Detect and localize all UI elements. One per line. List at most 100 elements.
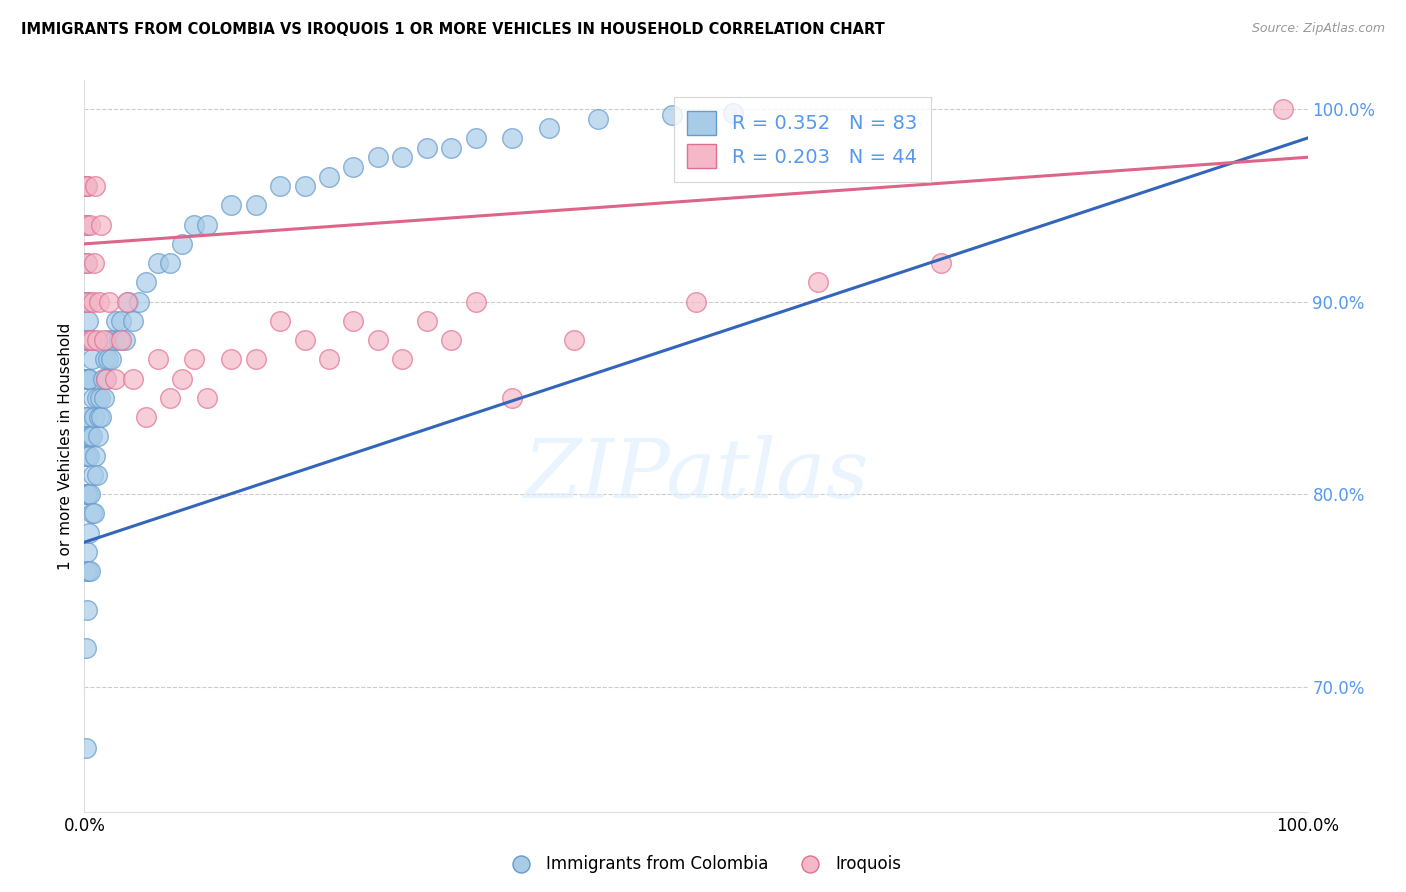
Text: ZIPatlas: ZIPatlas — [523, 435, 869, 516]
Point — [464, 131, 486, 145]
Point — [76, 487, 98, 501]
Point — [77, 487, 100, 501]
Point — [77, 333, 100, 347]
Point — [172, 371, 194, 385]
Point — [91, 371, 114, 385]
Point — [83, 256, 105, 270]
Point — [83, 507, 105, 521]
Point — [75, 179, 97, 194]
Point — [172, 236, 194, 251]
Point — [538, 121, 561, 136]
Point — [269, 179, 291, 194]
Point — [342, 314, 364, 328]
Point — [76, 602, 98, 616]
Point — [84, 179, 107, 194]
Point — [219, 198, 242, 212]
Point — [79, 487, 101, 501]
Point — [391, 150, 413, 164]
Point — [77, 525, 100, 540]
Point — [146, 256, 169, 270]
Point — [105, 314, 128, 328]
Point — [75, 371, 97, 385]
Point — [87, 294, 110, 309]
Point — [84, 449, 107, 463]
Point — [195, 218, 218, 232]
Point — [104, 371, 127, 385]
Point — [76, 179, 98, 194]
Point — [79, 564, 101, 578]
Point — [245, 352, 267, 367]
Point — [79, 333, 101, 347]
Point — [77, 449, 100, 463]
Point — [75, 741, 97, 756]
Point — [342, 160, 364, 174]
Point — [464, 294, 486, 309]
Point — [76, 333, 98, 347]
Point — [79, 218, 101, 232]
Point — [75, 410, 97, 425]
Legend: Immigrants from Colombia, Iroquois: Immigrants from Colombia, Iroquois — [498, 848, 908, 880]
Point — [183, 218, 205, 232]
Point — [86, 333, 108, 347]
Point — [77, 564, 100, 578]
Point — [685, 294, 707, 309]
Point — [97, 333, 120, 347]
Point — [83, 410, 105, 425]
Point — [77, 371, 100, 385]
Point — [269, 314, 291, 328]
Point — [76, 294, 98, 309]
Point — [183, 352, 205, 367]
Point — [94, 352, 117, 367]
Point — [114, 333, 136, 347]
Point — [75, 449, 97, 463]
Point — [318, 352, 340, 367]
Point — [90, 410, 112, 425]
Point — [135, 410, 157, 425]
Point — [391, 352, 413, 367]
Point — [75, 294, 97, 309]
Point — [75, 218, 97, 232]
Point — [159, 256, 181, 270]
Point — [219, 352, 242, 367]
Point — [294, 179, 316, 194]
Point — [661, 108, 683, 122]
Point — [122, 314, 145, 328]
Point — [76, 179, 98, 194]
Point — [86, 467, 108, 482]
Text: Source: ZipAtlas.com: Source: ZipAtlas.com — [1251, 22, 1385, 36]
Point — [100, 352, 122, 367]
Y-axis label: 1 or more Vehicles in Household: 1 or more Vehicles in Household — [58, 322, 73, 570]
Point — [416, 141, 439, 155]
Point — [75, 218, 97, 232]
Point — [195, 391, 218, 405]
Point — [122, 371, 145, 385]
Point — [110, 314, 132, 328]
Point — [76, 256, 98, 270]
Point — [80, 429, 103, 443]
Point — [562, 333, 585, 347]
Point — [416, 314, 439, 328]
Point — [367, 333, 389, 347]
Point — [929, 256, 952, 270]
Point — [87, 410, 110, 425]
Point — [86, 391, 108, 405]
Point — [318, 169, 340, 184]
Point — [77, 314, 100, 328]
Point — [117, 294, 139, 309]
Point — [107, 333, 129, 347]
Point — [97, 352, 120, 367]
Point — [77, 429, 100, 443]
Point — [96, 371, 118, 385]
Point — [440, 141, 463, 155]
Point — [586, 112, 609, 126]
Point — [76, 449, 98, 463]
Point — [75, 333, 97, 347]
Point — [135, 276, 157, 290]
Point — [501, 131, 523, 145]
Point — [245, 198, 267, 212]
Point — [80, 352, 103, 367]
Point — [82, 391, 104, 405]
Point — [89, 391, 111, 405]
Point — [80, 333, 103, 347]
Point — [93, 391, 115, 405]
